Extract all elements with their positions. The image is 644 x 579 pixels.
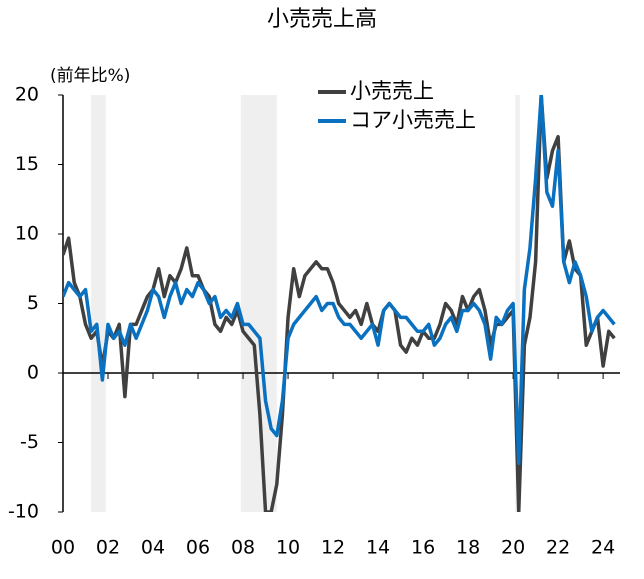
legend-label: コア小売売上 <box>350 108 476 132</box>
y-tick-label: 0 <box>27 362 39 384</box>
x-tick-label: 18 <box>456 537 480 559</box>
recession-shade <box>515 95 520 512</box>
y-axis-label: (前年比%) <box>50 66 130 86</box>
legend-label: 小売売上 <box>350 79 434 103</box>
y-tick-label: -10 <box>8 501 39 523</box>
y-tick-label: 5 <box>27 292 39 314</box>
x-tick-label: 04 <box>141 537 165 559</box>
x-tick-label: 02 <box>96 537 120 559</box>
x-tick-label: 12 <box>321 537 345 559</box>
chart-title: 小売売上高 <box>267 7 377 32</box>
y-tick-label: -5 <box>20 431 39 453</box>
y-tick-label: 20 <box>15 84 39 106</box>
x-tick-label: 16 <box>411 537 435 559</box>
y-tick-label: 10 <box>15 223 39 245</box>
plot-lines <box>63 95 616 512</box>
x-tick-label: 08 <box>231 537 255 559</box>
x-tick-label: 06 <box>186 537 210 559</box>
y-tick-label: 15 <box>15 153 39 175</box>
x-tick-label: 20 <box>501 537 525 559</box>
x-tick-label: 10 <box>276 537 300 559</box>
series-line <box>63 95 616 512</box>
x-tick-label: 22 <box>546 537 570 559</box>
recession-shade <box>240 95 277 512</box>
series-line <box>63 95 616 466</box>
x-tick-label: 24 <box>591 537 615 559</box>
x-tick-label: 14 <box>366 537 390 559</box>
x-tick-label: 00 <box>51 537 75 559</box>
recession-shade <box>91 95 106 512</box>
